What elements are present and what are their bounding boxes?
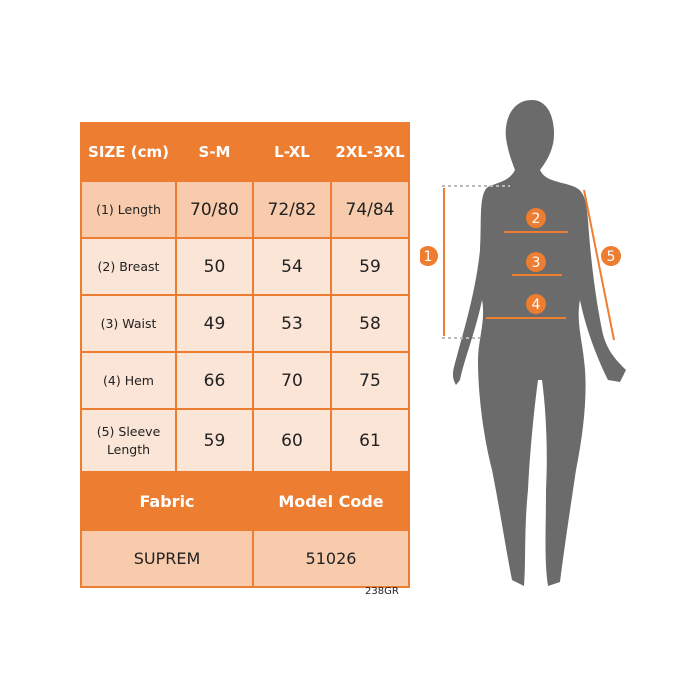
marker-5 (601, 246, 621, 266)
table-row: (2) Breast 50 54 59 (81, 238, 409, 295)
cell: 54 (253, 238, 331, 295)
cell: 72/82 (253, 181, 331, 238)
silhouette (452, 100, 626, 586)
size-chart-table: SIZE (cm) S-M L-XL 2XL-3XL (1) Length 70… (80, 122, 410, 588)
model-code-value: 51026 (253, 530, 409, 587)
marker-label: 1 (424, 249, 433, 265)
table-row: (4) Hem 66 70 75 (81, 352, 409, 409)
measure-lines (442, 185, 615, 341)
footer-header: Fabric Model Code (81, 472, 409, 530)
header-size: SIZE (cm) (81, 123, 176, 181)
header-col: S-M (176, 123, 253, 181)
marker-1 (420, 246, 438, 266)
marker-label: 2 (532, 211, 541, 227)
header-col: L-XL (253, 123, 331, 181)
cell: 70 (253, 352, 331, 409)
row-label: (1) Length (81, 181, 176, 238)
fabric-label: Fabric (81, 472, 253, 530)
cell: 70/80 (176, 181, 253, 238)
product-code: 238GR (365, 586, 399, 597)
table-row: (5) Sleeve Length 59 60 61 (81, 409, 409, 472)
marker-label: 3 (532, 255, 541, 271)
cell: 58 (331, 295, 409, 352)
body-silhouette-figure: 1 2 3 4 5 (420, 100, 626, 586)
cell: 53 (253, 295, 331, 352)
header-col: 2XL-3XL (331, 123, 409, 181)
table-row: (3) Waist 49 53 58 (81, 295, 409, 352)
cell: 61 (331, 409, 409, 472)
cell: 49 (176, 295, 253, 352)
row-label: (3) Waist (81, 295, 176, 352)
fabric-value: SUPREM (81, 530, 253, 587)
cell: 59 (331, 238, 409, 295)
cell: 60 (253, 409, 331, 472)
marker-label: 5 (607, 249, 616, 265)
row-label: (5) Sleeve Length (81, 409, 176, 472)
footer-values: SUPREM 51026 (81, 530, 409, 587)
marker-3 (526, 252, 546, 272)
cell: 66 (176, 352, 253, 409)
marker-4 (526, 294, 546, 314)
cell: 59 (176, 409, 253, 472)
row-label: (2) Breast (81, 238, 176, 295)
marker-2 (526, 208, 546, 228)
cell: 74/84 (331, 181, 409, 238)
model-code-label: Model Code (253, 472, 409, 530)
table-header: SIZE (cm) S-M L-XL 2XL-3XL (81, 123, 409, 181)
marker-label: 4 (532, 297, 541, 313)
cell: 50 (176, 238, 253, 295)
cell: 75 (331, 352, 409, 409)
row-label: (4) Hem (81, 352, 176, 409)
table-row: (1) Length 70/80 72/82 74/84 (81, 181, 409, 238)
